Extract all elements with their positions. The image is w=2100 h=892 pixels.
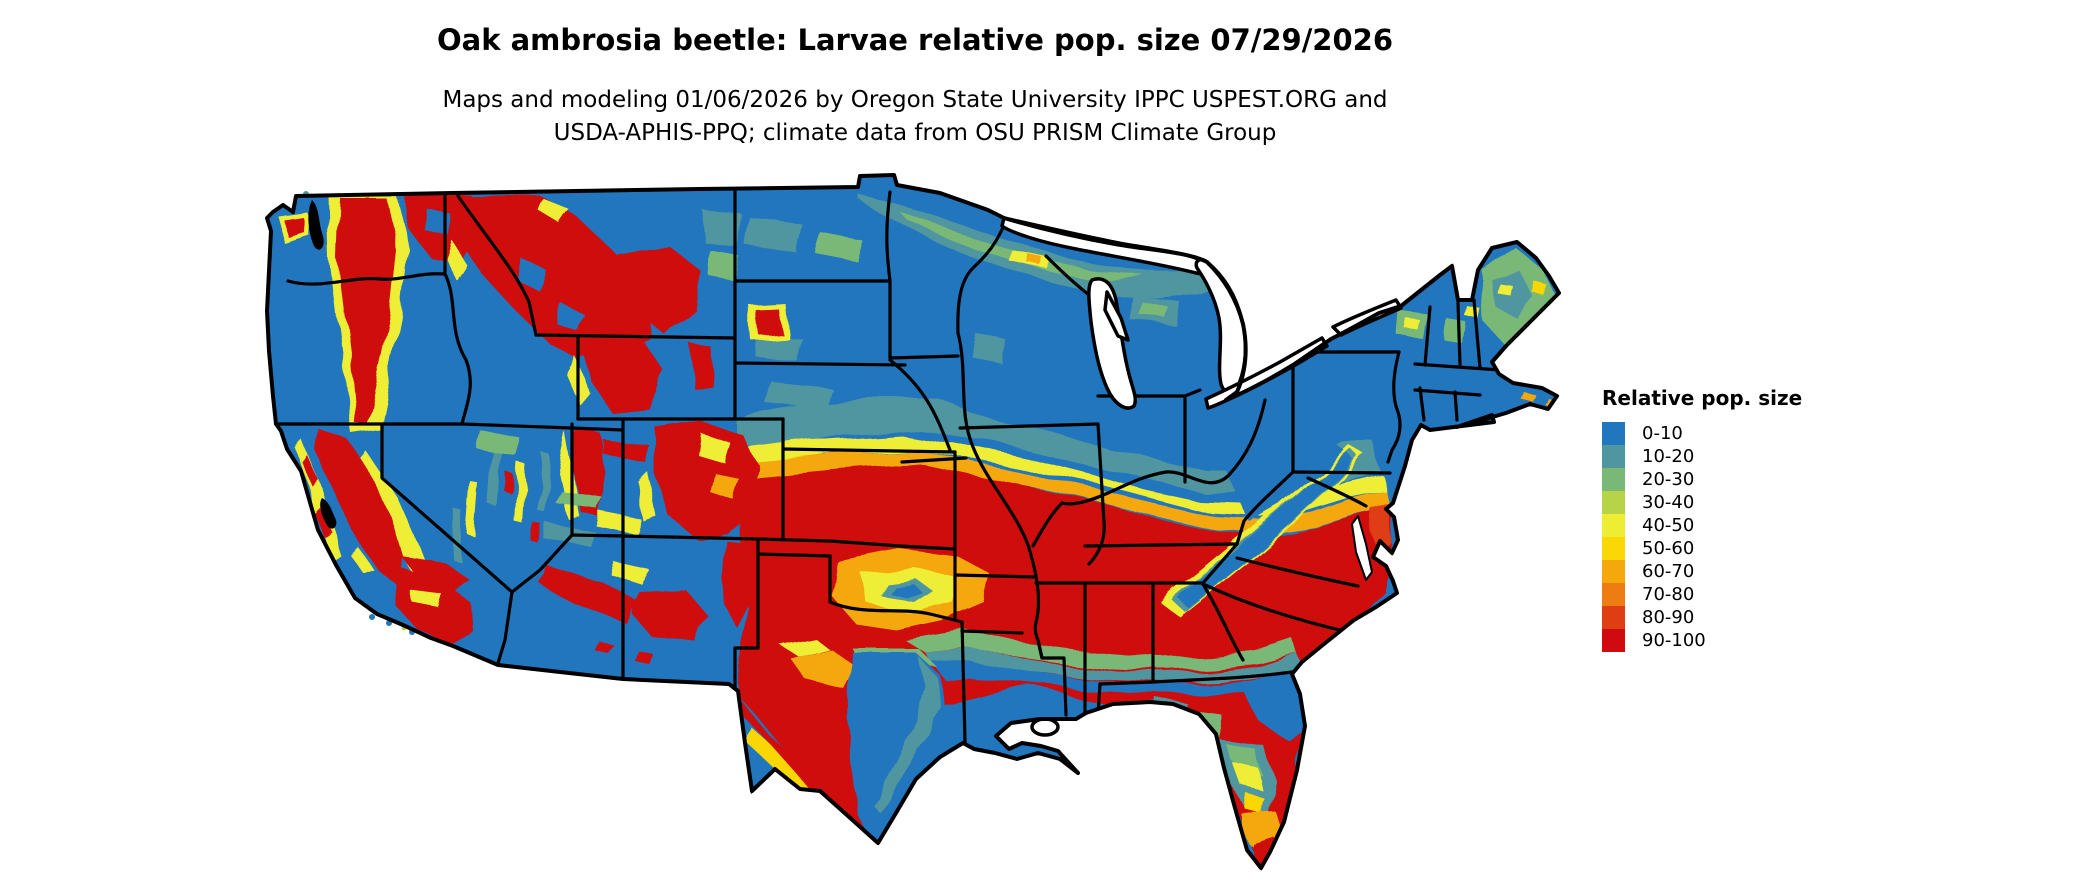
legend-item: 40-50 (1602, 514, 1802, 537)
legend-item: 20-30 (1602, 468, 1802, 491)
state-boundaries (274, 188, 1502, 744)
legend-item-label: 10-20 (1642, 446, 1695, 467)
legend: Relative pop. size 0-10 10-20 20-30 30-40 40… (1602, 386, 1802, 652)
legend-item: 30-40 (1602, 491, 1802, 514)
legend-item-label: 30-40 (1642, 492, 1695, 513)
legend-swatch (1602, 606, 1625, 629)
legend-swatch (1602, 583, 1625, 606)
legend-swatch (1602, 560, 1625, 583)
green-bay (1103, 290, 1130, 342)
page-title: Oak ambrosia beetle: Larvae relative pop… (436, 23, 1394, 57)
legend-item-label: 50-60 (1642, 538, 1695, 559)
chesapeake-bay (1351, 515, 1373, 581)
channel-island-dot (369, 614, 375, 620)
legend-item-label: 80-90 (1642, 607, 1695, 628)
figure-header: Oak ambrosia beetle: Larvae relative pop… (260, 22, 1570, 150)
subtitle-line-1: Maps and modeling 01/06/2026 by Oregon S… (442, 87, 1388, 113)
legend-items: 0-10 10-20 20-30 30-40 40-50 50-60 60-70 70-80 8… (1602, 422, 1802, 652)
map-base (265, 173, 1561, 870)
san-francisco-bay (320, 498, 337, 529)
subtitle-line-2: USDA-APHIS-PPQ; climate data from OSU PR… (553, 120, 1277, 146)
legend-item: 60-70 (1602, 560, 1802, 583)
legend-item: 70-80 (1602, 583, 1802, 606)
legend-item: 80-90 (1602, 606, 1802, 629)
legend-swatch (1602, 422, 1625, 445)
legend-item: 50-60 (1602, 537, 1802, 560)
legend-item-label: 40-50 (1642, 515, 1695, 536)
legend-item-label: 70-80 (1642, 584, 1695, 605)
legend-swatch (1602, 629, 1625, 652)
population-raster (276, 194, 1558, 868)
legend-item-label: 0-10 (1642, 423, 1683, 444)
legend-item-label: 90-100 (1642, 630, 1706, 651)
legend-swatch (1602, 537, 1625, 560)
legend-item-label: 20-30 (1642, 469, 1695, 490)
legend-swatch (1602, 514, 1625, 537)
legend-item-label: 60-70 (1642, 561, 1695, 582)
legend-title: Relative pop. size (1602, 386, 1803, 410)
puget-sound (308, 200, 324, 250)
lake-michigan (1087, 277, 1138, 410)
legend-swatch (1602, 468, 1625, 491)
legend-item: 0-10 (1602, 422, 1802, 445)
legend-item: 90-100 (1602, 629, 1802, 652)
legend-swatch (1602, 491, 1625, 514)
legend-swatch (1602, 445, 1625, 468)
legend-item: 10-20 (1602, 445, 1802, 468)
